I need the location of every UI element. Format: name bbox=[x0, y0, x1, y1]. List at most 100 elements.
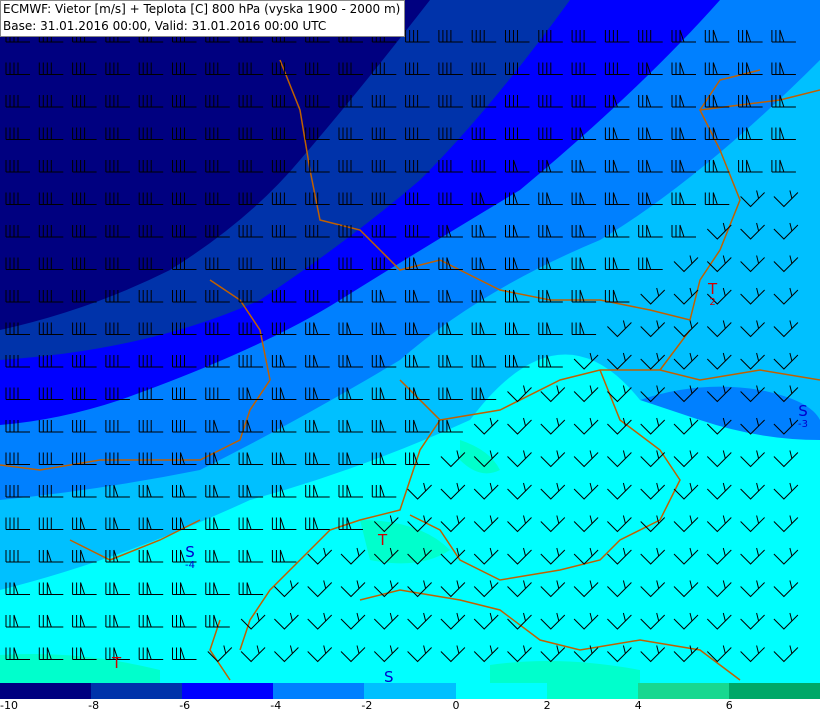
colorbar-bin bbox=[455, 683, 547, 699]
wind-barb bbox=[407, 547, 432, 565]
wind-barb bbox=[5, 485, 30, 498]
wind-barb bbox=[338, 484, 363, 498]
wind-barb bbox=[238, 127, 264, 140]
wind-barb bbox=[640, 580, 666, 598]
wind-barb bbox=[271, 160, 297, 173]
wind-barb bbox=[271, 484, 297, 498]
wind-barb bbox=[405, 62, 430, 75]
wind-barb bbox=[72, 614, 97, 628]
wind-barb bbox=[138, 647, 164, 660]
wind-barb bbox=[604, 30, 630, 43]
wind-barb bbox=[440, 482, 466, 500]
wind-barb bbox=[138, 62, 164, 75]
wind-barb bbox=[5, 257, 30, 270]
wind-barb bbox=[205, 290, 230, 303]
wind-barb bbox=[138, 257, 164, 270]
wind-barb bbox=[740, 385, 765, 403]
wind-barb bbox=[138, 484, 164, 498]
wind-barb bbox=[507, 580, 532, 598]
wind-barb bbox=[271, 517, 297, 530]
wind-barb bbox=[72, 452, 97, 465]
wind-barb bbox=[607, 385, 632, 403]
wind-barb bbox=[72, 485, 97, 498]
wind-barb bbox=[105, 614, 130, 628]
wind-barb bbox=[671, 94, 696, 108]
wind-barb bbox=[271, 192, 297, 205]
wind-barb bbox=[640, 352, 666, 370]
wind-barb bbox=[573, 580, 599, 598]
wind-barb bbox=[438, 257, 463, 270]
wind-barb bbox=[671, 29, 696, 43]
wind-barb bbox=[338, 62, 363, 75]
wind-barb bbox=[305, 419, 330, 433]
wind-barb bbox=[105, 160, 130, 173]
wind-barb bbox=[105, 225, 130, 238]
wind-barb bbox=[138, 549, 164, 563]
wind-barb bbox=[573, 417, 599, 435]
wind-barb bbox=[706, 385, 732, 403]
colorbar-tick: 4 bbox=[634, 699, 642, 712]
wind-barb bbox=[440, 580, 466, 598]
wind-barb bbox=[607, 417, 632, 435]
wind-barb bbox=[205, 160, 230, 173]
wind-barb bbox=[407, 482, 432, 500]
wind-barb bbox=[638, 159, 663, 173]
wind-barb bbox=[72, 257, 97, 270]
wind-barb bbox=[5, 192, 30, 205]
wind-barb bbox=[238, 160, 264, 173]
wind-barb bbox=[405, 192, 430, 205]
wind-barb bbox=[38, 62, 64, 75]
wind-barb bbox=[571, 192, 597, 205]
wind-barb bbox=[471, 257, 497, 270]
wind-barb bbox=[305, 225, 330, 238]
wind-barb bbox=[505, 289, 530, 303]
wind-barb bbox=[571, 30, 597, 43]
wind-barb bbox=[773, 417, 799, 435]
wind-barb bbox=[271, 322, 297, 335]
wind-barb bbox=[640, 612, 666, 630]
wind-barb bbox=[773, 385, 799, 403]
wind-barb bbox=[72, 225, 97, 238]
wind-barb bbox=[740, 547, 765, 565]
wind-barb bbox=[5, 160, 30, 173]
wind-barb bbox=[505, 62, 530, 75]
wind-barb bbox=[573, 385, 599, 403]
wind-barb bbox=[38, 322, 64, 335]
wind-barb bbox=[704, 159, 730, 173]
wind-barb bbox=[473, 612, 499, 630]
wind-barb bbox=[307, 580, 333, 598]
wind-barb bbox=[5, 127, 30, 140]
wind-barb bbox=[471, 62, 497, 75]
wind-barb bbox=[773, 352, 799, 370]
colorbar-bin bbox=[637, 683, 729, 699]
wind-barb bbox=[172, 614, 197, 628]
wind-barb bbox=[340, 547, 366, 565]
wind-barb bbox=[471, 224, 497, 238]
wind-barb bbox=[773, 580, 799, 598]
wind-barb bbox=[604, 62, 630, 75]
wind-barb bbox=[538, 95, 563, 108]
wind-barb bbox=[673, 580, 699, 598]
wind-barb bbox=[706, 580, 732, 598]
wind-barb bbox=[571, 257, 597, 270]
wind-barb bbox=[38, 95, 64, 108]
country-border bbox=[279, 59, 761, 321]
wind-barb bbox=[405, 354, 430, 368]
wind-barb bbox=[704, 94, 730, 108]
wind-barb bbox=[706, 352, 732, 370]
wind-barb bbox=[105, 62, 130, 75]
wind-barb bbox=[207, 645, 233, 663]
colorbar-bin bbox=[91, 683, 183, 699]
wind-barb bbox=[271, 354, 297, 368]
wind-barb bbox=[373, 645, 399, 663]
wind-barb bbox=[5, 550, 30, 563]
wind-barb bbox=[673, 645, 699, 663]
wind-barb bbox=[473, 645, 499, 663]
wind-barb bbox=[205, 322, 230, 335]
wind-barb bbox=[538, 159, 563, 173]
wind-barb bbox=[706, 222, 732, 240]
wind-barb bbox=[373, 612, 399, 630]
wind-barb bbox=[540, 612, 566, 630]
wind-barb bbox=[573, 612, 599, 630]
wind-barb bbox=[405, 257, 430, 270]
